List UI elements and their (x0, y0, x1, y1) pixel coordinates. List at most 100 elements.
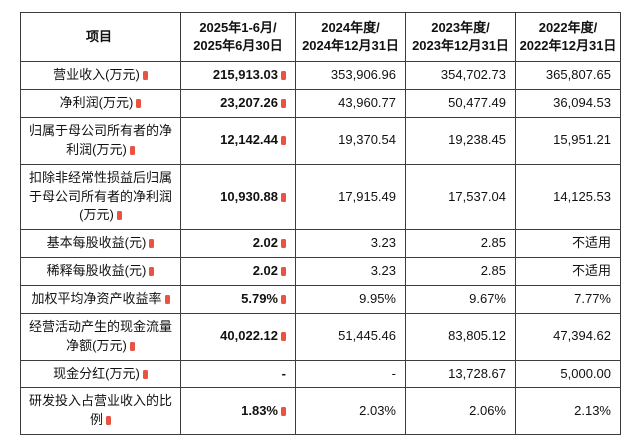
header-text: 2022年度/ (538, 20, 598, 35)
cell-value: 36,094.53 (553, 95, 611, 111)
cell-value: 2.06% (469, 402, 506, 418)
value-cell: - (295, 359, 406, 389)
cell-value: 不适用 (571, 235, 611, 251)
value-cell: 10,930.88 (180, 163, 296, 231)
table-row: 稀释每股收益(元) 2.02 3.23 2.85 不适用 (20, 257, 621, 286)
value-cell: 5,000.00 (515, 359, 621, 389)
annotation-mark-icon (281, 192, 286, 202)
value-cell: 3.23 (295, 229, 406, 259)
header-cell: 2022年度/2022年12月31日 (515, 11, 621, 63)
cell-value: 9.95% (359, 290, 396, 306)
annotation-mark-icon (281, 99, 286, 109)
cell-value: 2.85 (480, 263, 506, 279)
header-text: 2025年1-6月/ (199, 20, 277, 35)
header-text: 2024年度/ (321, 20, 380, 35)
table-row: 研发投入占营业收入的比例 1.83% 2.03% 2.06% 2.13% (20, 387, 621, 436)
value-cell: 47,394.62 (515, 312, 621, 361)
row-label-cell: 经营活动产生的现金流量净额(万元) (20, 312, 181, 361)
value-cell: 36,094.53 (515, 89, 621, 119)
annotation-mark-icon (281, 294, 286, 304)
table-row: 加权平均净资产收益率 5.79% 9.95% 9.67% 7.77% (20, 284, 621, 314)
row-label: 营业收入(万元) (53, 67, 140, 83)
value-cell: 17,915.49 (295, 163, 406, 231)
value-cell: 14,125.53 (515, 163, 621, 231)
cell-value: 5.79% (241, 290, 278, 306)
cell-value: 215,913.03 (212, 67, 278, 83)
cell-value: 2.02 (252, 263, 278, 279)
row-label: 现金分红(万元) (53, 365, 140, 381)
value-cell: 13,728.67 (405, 359, 516, 389)
row-label-cell: 稀释每股收益(元) (20, 257, 181, 286)
value-cell: 50,477.49 (405, 89, 516, 119)
cell-value: 7.77% (574, 290, 611, 306)
table-row: 现金分红(万元) - - 13,728.67 5,000.00 (20, 359, 621, 389)
annotation-mark-icon (142, 71, 148, 81)
header-row: 项目 2025年1-6月/2025年6月30日 2024年度/2024年12月31日… (20, 11, 621, 63)
value-cell: 7.77% (515, 284, 621, 314)
header-text: 2024年12月31日 (302, 38, 399, 54)
cell-value: 12,142.44 (220, 132, 278, 148)
cell-value: 47,394.62 (553, 328, 611, 344)
value-cell: 2.85 (405, 257, 516, 286)
table-row: 基本每股收益(元) 2.02 3.23 2.85 不适用 (20, 229, 621, 259)
cell-value: 10,930.88 (220, 188, 278, 204)
cell-value: 15,951.21 (553, 132, 611, 148)
row-label-cell: 加权平均净资产收益率 (20, 284, 181, 314)
cell-value: 不适用 (571, 263, 611, 279)
value-cell: 2.13% (515, 387, 621, 436)
cell-value: 3.23 (370, 235, 396, 251)
cell-value: - (281, 365, 286, 381)
cell-value: 353,906.96 (330, 67, 396, 83)
value-cell: 2.03% (295, 387, 406, 436)
cell-value: 17,915.49 (338, 188, 396, 204)
value-cell: - (180, 359, 296, 389)
row-label-cell: 净利润(万元) (20, 89, 181, 119)
annotation-mark-icon (281, 136, 286, 146)
table-head: 项目 2025年1-6月/2025年6月30日 2024年度/2024年12月31日… (20, 11, 621, 63)
annotation-mark-icon (136, 99, 142, 109)
cell-value: 17,537.04 (448, 188, 506, 204)
row-label: 经营活动产生的现金流量净额(万元) (28, 318, 172, 353)
value-cell: 23,207.26 (180, 89, 296, 119)
row-label: 归属于母公司所有者的净利润(万元) (28, 123, 172, 157)
annotation-mark-icon (164, 294, 170, 304)
header-cell: 2024年度/2024年12月31日 (295, 11, 406, 63)
table-row: 归属于母公司所有者的净利润(万元) 12,142.44 19,370.54 19,23… (20, 117, 621, 165)
annotation-mark-icon (281, 71, 286, 81)
table-row: 营业收入(万元) 215,913.03 353,906.96 354,702.73 36… (20, 61, 621, 91)
value-cell: 215,913.03 (180, 61, 296, 91)
row-label-cell: 营业收入(万元) (20, 61, 181, 91)
value-cell: 3.23 (295, 257, 406, 286)
annotation-mark-icon (149, 239, 155, 249)
value-cell: 1.83% (180, 387, 296, 436)
annotation-mark-icon (129, 145, 135, 155)
annotation-mark-icon (116, 211, 122, 221)
value-cell: 354,702.73 (405, 61, 516, 91)
value-cell: 5.79% (180, 284, 296, 314)
annotation-mark-icon (281, 332, 286, 342)
annotation-mark-icon (281, 406, 286, 416)
table-body: 营业收入(万元) 215,913.03 353,906.96 354,702.73 36… (20, 61, 621, 436)
cell-value: 14,125.53 (553, 188, 611, 204)
cell-value: 40,022.12 (220, 328, 278, 344)
row-label-cell: 现金分红(万元) (20, 359, 181, 389)
cell-value: 3.23 (370, 263, 396, 279)
value-cell: 2.85 (405, 229, 516, 259)
value-cell: 9.95% (295, 284, 406, 314)
cell-value: 2.03% (359, 402, 396, 418)
annotation-mark-icon (281, 239, 286, 249)
value-cell: 51,445.46 (295, 312, 406, 361)
row-label: 基本每股收益(元) (46, 235, 147, 251)
table-row: 净利润(万元) 23,207.26 43,960.77 50,477.49 36,094… (20, 89, 621, 119)
value-cell: 17,537.04 (405, 163, 516, 231)
value-cell: 12,142.44 (180, 117, 296, 165)
row-label-cell: 研发投入占营业收入的比例 (20, 387, 181, 436)
row-label: 扣除非经常性损益后归属于母公司所有者的净利润(万元) (28, 169, 172, 223)
value-cell: 不适用 (515, 229, 621, 259)
header-cell: 2023年度/2023年12月31日 (405, 11, 516, 63)
row-label: 稀释每股收益(元) (46, 263, 147, 279)
annotation-mark-icon (142, 369, 148, 379)
row-label: 加权平均净资产收益率 (31, 290, 162, 306)
annotation-mark-icon (129, 341, 135, 351)
